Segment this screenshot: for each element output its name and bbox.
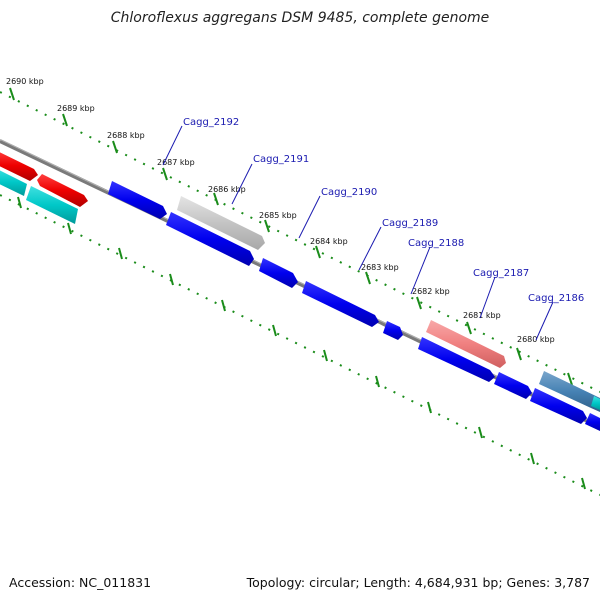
label-leader: [535, 301, 554, 341]
gene-arrow-blue[interactable]: [418, 337, 495, 382]
major-tick: [315, 245, 321, 259]
major-tick: [567, 372, 573, 386]
major-tick: [9, 87, 15, 101]
major-tick: [162, 167, 168, 181]
major-tick: [118, 247, 123, 260]
major-tick: [530, 452, 535, 465]
gene-arrow-gray[interactable]: [177, 196, 265, 250]
gene-arrow-cyan[interactable]: [0, 168, 27, 196]
gene-arrow-cyan[interactable]: [26, 186, 78, 224]
major-tick: [272, 324, 277, 337]
major-tick: [213, 192, 219, 206]
major-tick: [427, 401, 432, 414]
major-tick: [67, 222, 72, 235]
major-tick: [221, 299, 226, 312]
gene-label[interactable]: Cagg_2191: [253, 154, 309, 165]
gene-arrow-cyan[interactable]: [591, 396, 600, 410]
gene-arrow-blue[interactable]: [585, 413, 600, 431]
gene-arrow-blue[interactable]: [530, 388, 587, 424]
major-tick: [323, 349, 328, 362]
gene-arrow-blue[interactable]: [166, 212, 254, 266]
major-tick: [169, 273, 174, 286]
major-tick: [62, 113, 68, 127]
label-leader: [410, 246, 431, 295]
inner-strand-genes: [0, 168, 600, 431]
tick-label: 2682 kbp: [412, 287, 450, 296]
genome-summary-text: Topology: circular; Length: 4,684,931 bp…: [246, 575, 590, 590]
gene-arrow-steel[interactable]: [539, 371, 600, 412]
major-tick: [581, 477, 586, 490]
gene-label[interactable]: Cagg_2192: [183, 117, 239, 128]
map-title: Chloroflexus aggregans DSM 9485, complet…: [110, 10, 490, 26]
gene-label[interactable]: Cagg_2188: [408, 238, 464, 249]
major-tick: [478, 426, 483, 439]
outer-tick-track: [0, 91, 600, 393]
gene-labels: Cagg_2192 Cagg_2191 Cagg_2190 Cagg_2189 …: [162, 117, 584, 341]
tick-label: 2686 kbp: [208, 185, 246, 194]
gene-label[interactable]: Cagg_2187: [473, 268, 529, 279]
label-leader: [298, 195, 321, 239]
tick-label: 2690 kbp: [6, 77, 44, 86]
major-tick: [17, 196, 22, 209]
major-tick: [365, 271, 371, 285]
label-leader: [479, 276, 496, 319]
accession-text: Accession: NC_011831: [9, 575, 152, 590]
tick-label: 2687 kbp: [157, 158, 195, 167]
tick-label: 2685 kbp: [259, 211, 297, 220]
major-tick: [264, 219, 270, 233]
gene-label[interactable]: Cagg_2189: [382, 218, 438, 229]
gene-arrow-red[interactable]: [0, 150, 38, 181]
label-leader: [162, 125, 183, 166]
gene-arrow-blue[interactable]: [259, 258, 298, 288]
major-tick: [516, 347, 522, 361]
gene-arrow-blue[interactable]: [302, 281, 379, 327]
label-leader: [358, 226, 382, 271]
gene-arrow-blue[interactable]: [108, 181, 167, 219]
tick-label: 2683 kbp: [361, 263, 399, 272]
gene-arrow-blue[interactable]: [383, 321, 403, 340]
gene-arrow-red[interactable]: [37, 174, 88, 207]
gene-label[interactable]: Cagg_2186: [528, 293, 584, 304]
major-tick: [375, 375, 380, 388]
gene-label[interactable]: Cagg_2190: [321, 187, 377, 198]
major-tick: [416, 296, 422, 310]
tick-label: 2688 kbp: [107, 131, 145, 140]
gene-arrow-pink[interactable]: [426, 320, 506, 368]
tick-label: 2689 kbp: [57, 104, 95, 113]
outer-strand-genes: [0, 150, 600, 412]
tick-label: 2684 kbp: [310, 237, 348, 246]
tick-label: 2681 kbp: [463, 311, 501, 320]
gene-arrow-blue[interactable]: [494, 372, 532, 399]
major-tick: [466, 321, 472, 335]
inner-tick-track: [0, 194, 600, 496]
major-tick: [112, 140, 118, 154]
label-leader: [231, 163, 253, 205]
kbp-ticks: 2690 kbp 2689 kbp 2688 kbp 2687 kbp 2686…: [6, 77, 586, 490]
